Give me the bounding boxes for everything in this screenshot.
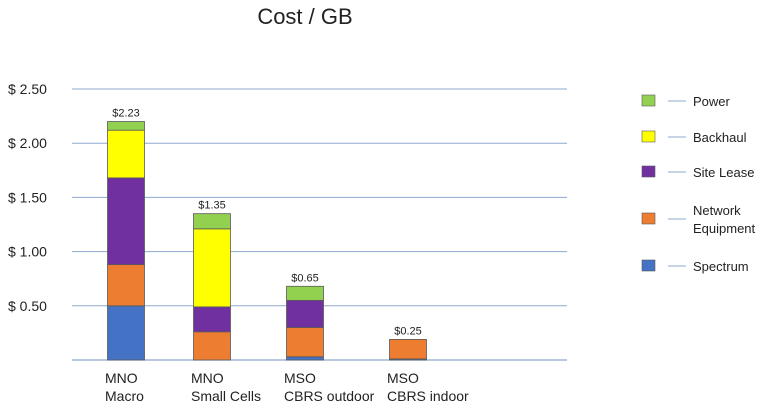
legend-swatch: [641, 94, 656, 107]
bars: [107, 121, 427, 361]
bar-segment: [193, 228, 231, 308]
bar-segment: [193, 331, 231, 361]
bar-segment: [107, 305, 145, 361]
legend-swatch: [641, 212, 656, 225]
bar-segment: [107, 264, 145, 307]
x-category-label-line1: MSO: [387, 370, 419, 386]
x-category-label-line2: Small Cells: [191, 388, 261, 404]
bar-segment: [107, 121, 145, 131]
bar-total-label: $0.25: [394, 325, 422, 337]
x-axis-categories: MNO Macro MNO Small Cells MSO CBRS outdoor MSO…: [105, 370, 469, 404]
x-category-label-line1: MNO: [105, 370, 138, 386]
bar-segment: [193, 306, 231, 333]
bar-segment: [286, 327, 324, 358]
total-labels: $2.23 $1.35 $0.65 $0.25: [112, 108, 422, 338]
chart-title: Cost / GB: [257, 4, 352, 29]
legend-label: Network: [693, 203, 741, 218]
legend-label: Site Lease: [693, 165, 754, 180]
legend-label: Spectrum: [693, 259, 749, 274]
y-tick-label: $ 1.50: [8, 189, 47, 205]
legend-swatch: [641, 130, 656, 143]
bar-segment: [286, 356, 324, 361]
bar-segment: [286, 285, 324, 301]
y-tick-label: $ 1.00: [8, 244, 47, 260]
x-category-label-line1: MSO: [284, 370, 316, 386]
y-tick-label: $ 2.00: [8, 135, 47, 151]
x-category-label-line2: CBRS indoor: [387, 388, 469, 404]
legend: Power Backhaul Site Lease Network Equipment S…: [641, 94, 756, 274]
bar-segment: [389, 339, 427, 360]
y-tick-label: $ 0.50: [8, 298, 47, 314]
y-axis-ticks: $ 0.50 $ 1.00 $ 1.50 $ 2.00 $ 2.50: [8, 81, 47, 314]
x-category-label-line1: MNO: [191, 370, 224, 386]
bar-total-label: $0.65: [291, 272, 319, 284]
legend-swatch: [641, 259, 656, 272]
legend-swatch: [641, 165, 656, 178]
bar-segment: [107, 129, 145, 179]
bar-segment: [286, 299, 324, 328]
bar-total-label: $2.23: [112, 108, 140, 120]
bar-total-label: $1.35: [198, 200, 226, 212]
legend-label: Equipment: [693, 221, 756, 236]
legend-label: Power: [693, 94, 731, 109]
bar-segment: [107, 177, 145, 266]
legend-label: Backhaul: [693, 130, 747, 145]
x-category-label-line2: CBRS outdoor: [284, 388, 375, 404]
bar-segment: [193, 213, 231, 230]
y-tick-label: $ 2.50: [8, 81, 47, 97]
x-category-label-line2: Macro: [105, 388, 144, 404]
